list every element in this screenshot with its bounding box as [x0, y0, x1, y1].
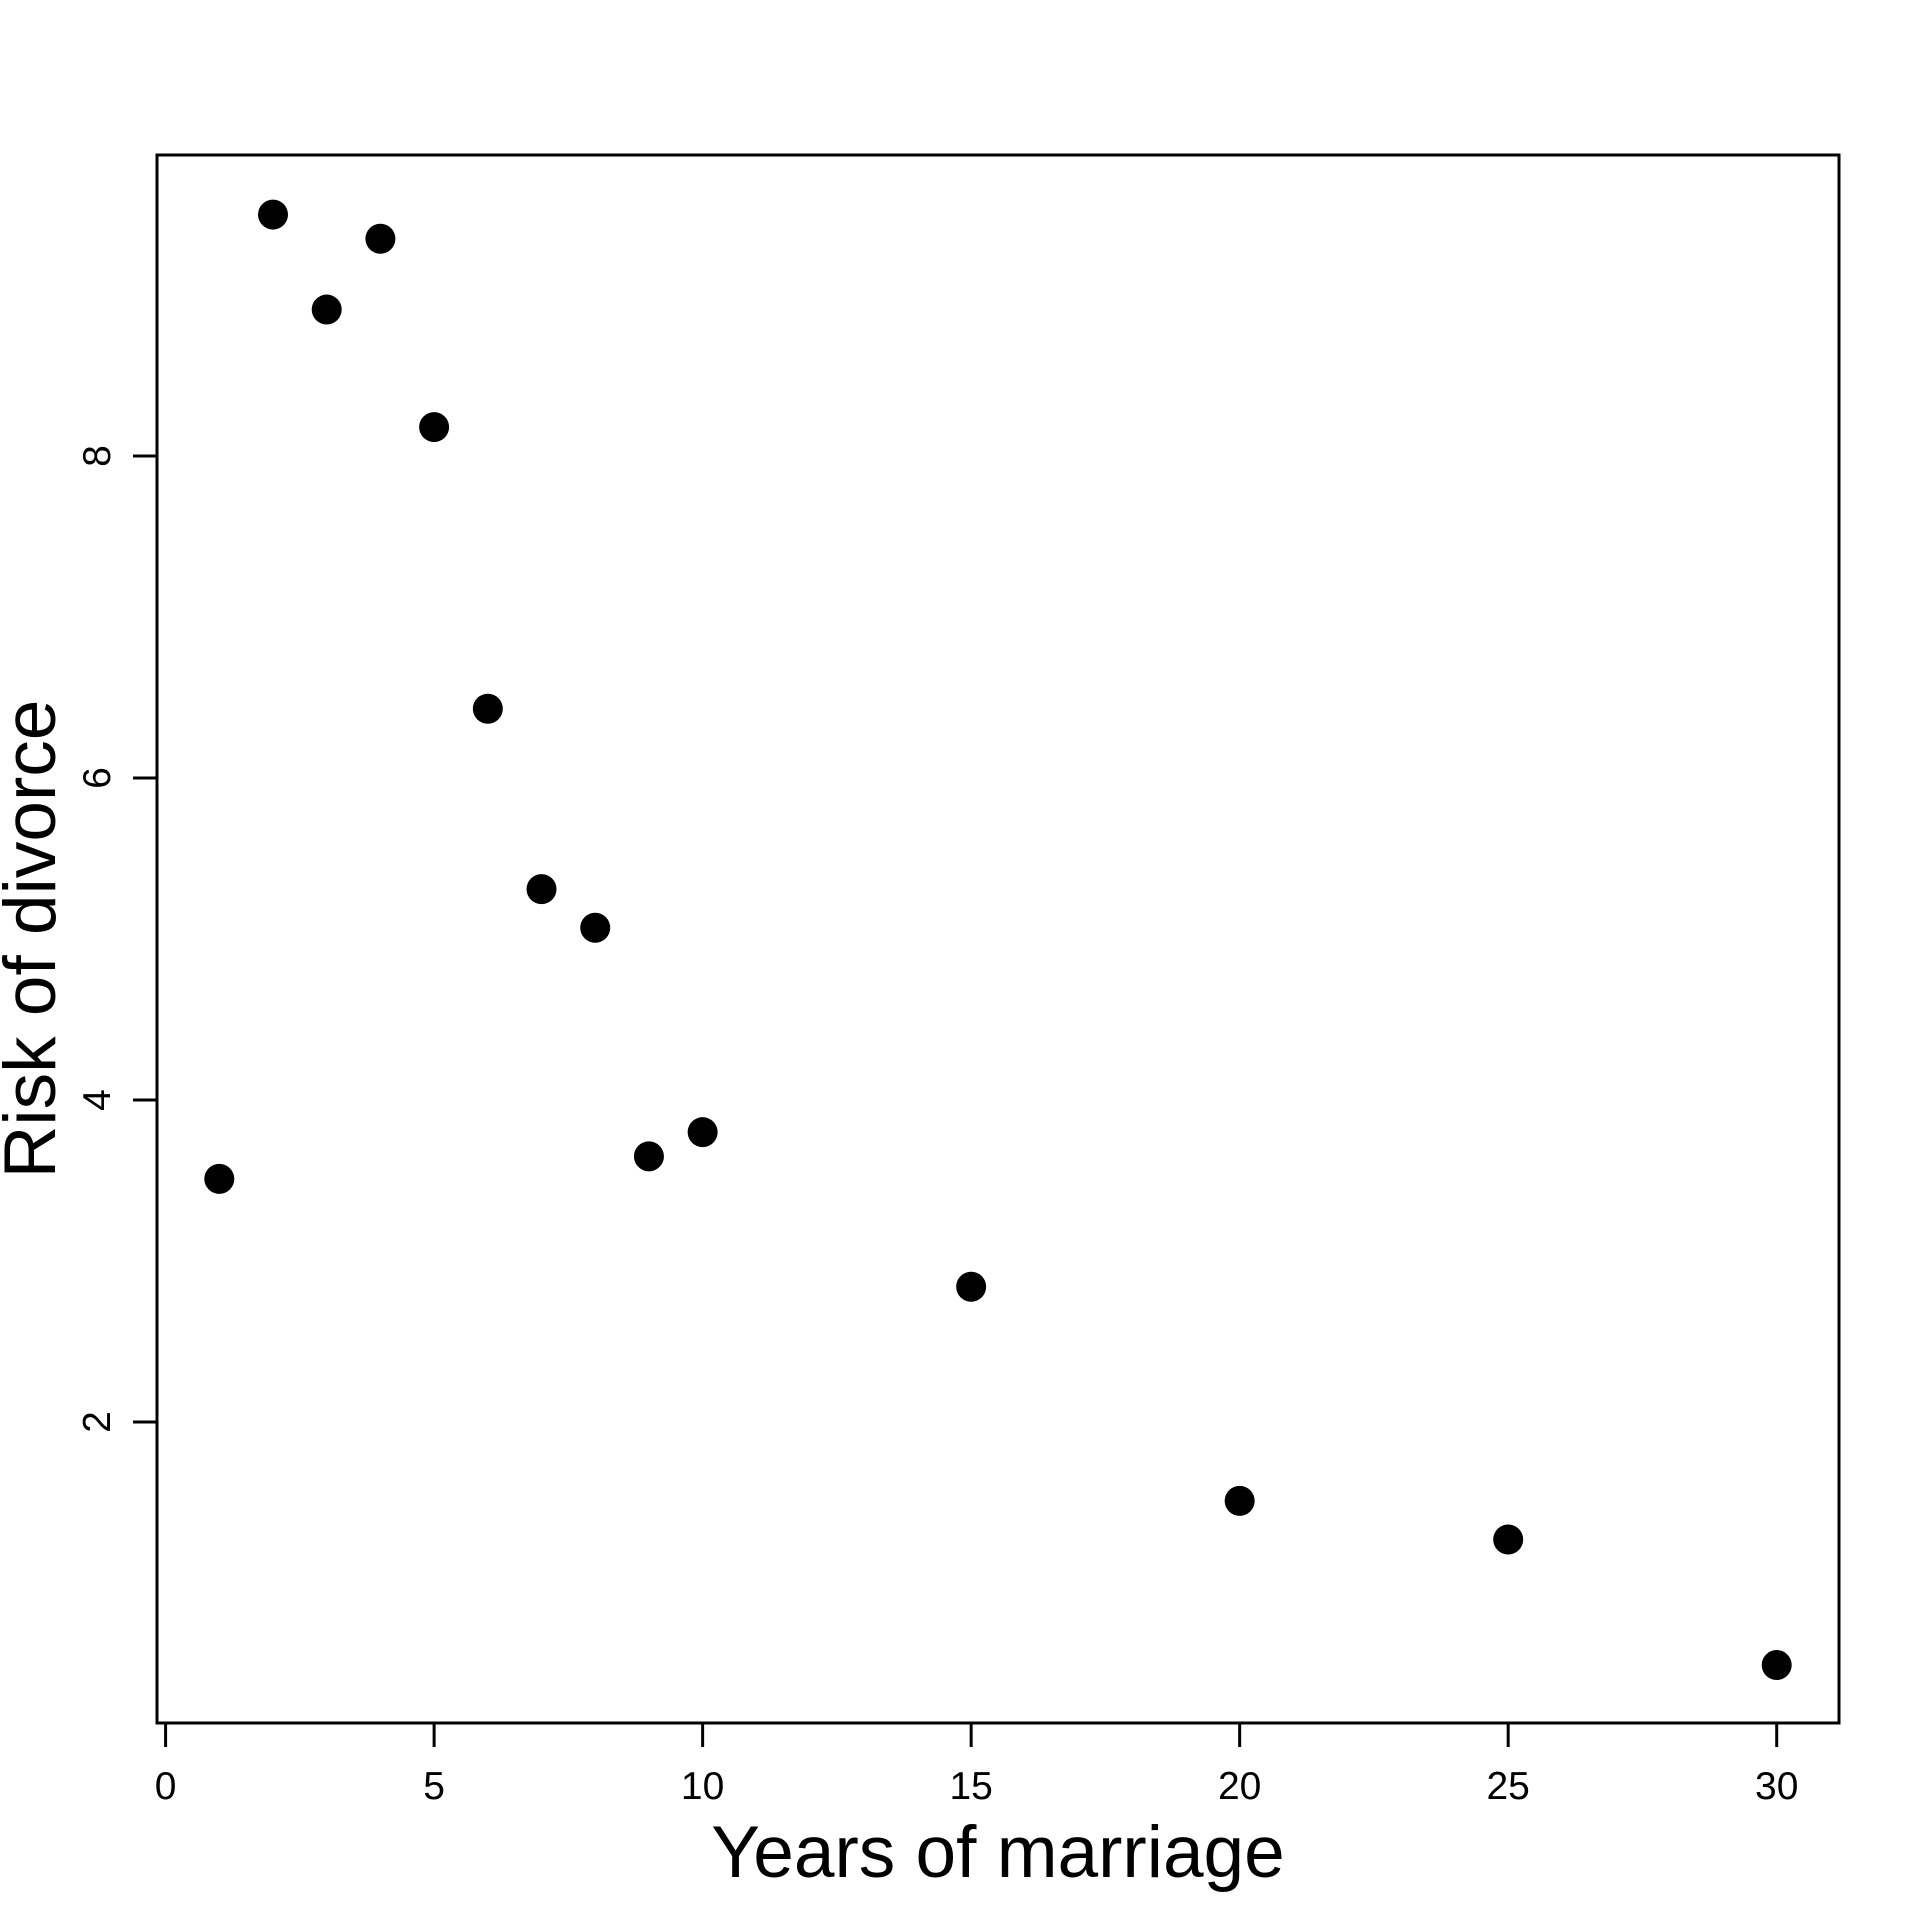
x-tick-label: 15	[949, 1765, 992, 1808]
data-point	[472, 693, 503, 724]
data-point	[1493, 1524, 1524, 1555]
y-tick-label: 2	[76, 1411, 119, 1433]
y-tick-label: 8	[76, 445, 119, 467]
y-tick-label: 6	[76, 767, 119, 789]
data-point	[1224, 1485, 1255, 1516]
data-point	[204, 1163, 235, 1194]
data-point	[580, 912, 611, 943]
data-point	[258, 199, 288, 230]
data-point	[687, 1117, 718, 1148]
data-point	[311, 294, 342, 325]
data-points	[204, 199, 1792, 1681]
x-tick-label: 20	[1218, 1765, 1261, 1808]
data-point	[419, 412, 450, 443]
x-tick-label: 25	[1486, 1765, 1529, 1808]
data-point	[365, 223, 396, 254]
x-tick-label: 30	[1755, 1765, 1798, 1808]
data-point	[1761, 1650, 1792, 1681]
x-axis-ticks: 0 5 10 15 20 25 30	[155, 1723, 1798, 1808]
data-point	[956, 1271, 987, 1302]
x-tick-label: 5	[423, 1765, 445, 1808]
plot-area-border	[155, 153, 1841, 1725]
x-axis-title: Years of marriage	[711, 1812, 1285, 1893]
x-tick-label: 0	[155, 1765, 177, 1808]
x-tick-label: 10	[681, 1765, 724, 1808]
y-axis-ticks: 2 4 6 8	[76, 445, 157, 1433]
y-axis-title: Risk of divorce	[0, 700, 71, 1179]
data-point	[526, 874, 557, 905]
data-point	[633, 1141, 664, 1172]
y-tick-label: 4	[76, 1089, 119, 1111]
